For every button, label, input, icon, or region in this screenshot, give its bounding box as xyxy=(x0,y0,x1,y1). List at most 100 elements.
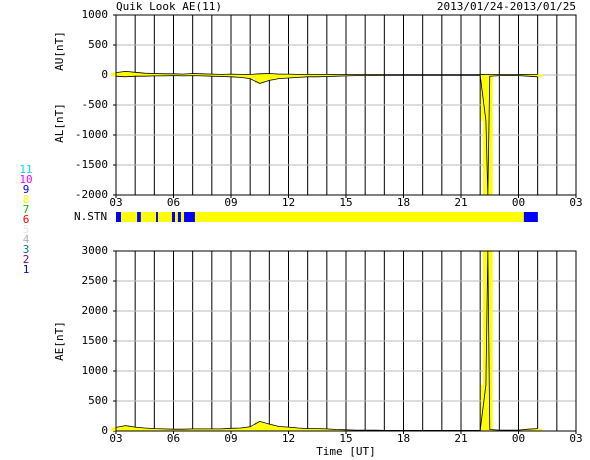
y-tick-label: -1500 xyxy=(75,158,108,171)
plot-frame xyxy=(115,14,577,196)
x-tick-label: 12 xyxy=(282,432,295,445)
area-bar xyxy=(226,75,236,77)
x-tick-label: 00 xyxy=(512,196,525,209)
area-bar xyxy=(120,425,131,431)
legend-entry: 4 xyxy=(23,233,30,246)
area-bar xyxy=(120,75,131,77)
legend-entry: 10 xyxy=(19,173,32,186)
area-bar xyxy=(283,75,294,78)
area-bar xyxy=(264,75,275,81)
area-bar xyxy=(302,75,313,77)
area-bar xyxy=(207,75,217,77)
data-line xyxy=(115,74,538,196)
area-bar xyxy=(293,428,303,431)
area-bar xyxy=(532,428,543,431)
y-axis-label: AL[nT] xyxy=(53,103,66,143)
area-bar xyxy=(235,428,246,431)
station-segment xyxy=(523,212,538,222)
area-bar xyxy=(149,73,160,75)
area-bar xyxy=(159,73,169,75)
data-line xyxy=(115,70,538,76)
area-bar xyxy=(159,428,169,431)
area-bar xyxy=(322,75,332,77)
area-bar xyxy=(322,428,332,431)
area-bar xyxy=(274,426,284,431)
x-tick-label: 15 xyxy=(339,196,352,209)
legend-entry: 7 xyxy=(23,203,30,216)
y-tick-label: 0 xyxy=(101,68,108,81)
area-bar xyxy=(139,428,150,431)
area-bar xyxy=(245,75,255,79)
y-tick-label: 1500 xyxy=(82,334,109,347)
data-line xyxy=(115,250,538,431)
area-bar xyxy=(216,75,227,77)
y-tick-label: 2500 xyxy=(82,274,109,287)
x-tick-label: 15 xyxy=(339,432,352,445)
legend-entry: 8 xyxy=(23,193,30,206)
area-bar xyxy=(187,428,198,431)
legend-entry: 5 xyxy=(23,223,30,236)
y-tick-label: 500 xyxy=(88,394,108,407)
area-bar xyxy=(197,428,208,431)
area-bar xyxy=(274,74,284,75)
x-tick-label: 18 xyxy=(397,432,410,445)
area-bar xyxy=(283,427,294,431)
area-bar xyxy=(235,75,246,78)
y-axis-label: AE[nT] xyxy=(53,321,66,361)
legend-entry: 6 xyxy=(23,213,30,226)
area-bar xyxy=(245,426,255,431)
station-segment xyxy=(137,212,141,222)
area-bar xyxy=(130,72,140,75)
legend-entry: 2 xyxy=(23,253,30,266)
x-tick-label: 03 xyxy=(569,432,582,445)
y-tick-label: 1000 xyxy=(82,364,109,377)
station-segment xyxy=(171,212,176,222)
y-tick-label: 1000 xyxy=(82,8,109,21)
area-bar xyxy=(159,75,169,76)
legend-entry: 11 xyxy=(19,163,32,176)
area-bar xyxy=(139,73,150,75)
x-tick-label: 06 xyxy=(167,196,180,209)
area-bar xyxy=(523,75,533,77)
x-tick-label: 09 xyxy=(224,196,237,209)
x-tick-label: 03 xyxy=(569,196,582,209)
area-bar xyxy=(532,75,543,77)
legend-entry: 9 xyxy=(23,183,30,196)
x-tick-label: 06 xyxy=(167,432,180,445)
area-bar xyxy=(483,75,493,195)
y-tick-label: 3000 xyxy=(82,244,109,257)
station-segment xyxy=(140,212,157,222)
area-bar xyxy=(341,75,351,76)
area-bar xyxy=(331,429,342,431)
x-tick-label: 03 xyxy=(109,432,122,445)
area-bar xyxy=(168,429,179,431)
strip-label: N.STN xyxy=(74,210,107,223)
area-bar xyxy=(130,75,140,77)
area-bar xyxy=(168,73,179,75)
y-tick-label: 2000 xyxy=(82,304,109,317)
station-segment xyxy=(180,212,185,222)
area-bar xyxy=(130,427,140,431)
area-bar xyxy=(149,428,160,431)
x-tick-label: 09 xyxy=(224,432,237,445)
chart-subtitle: 2013/01/24-2013/01/25 xyxy=(437,0,576,13)
station-segment xyxy=(184,212,195,222)
y-tick-label: -1000 xyxy=(75,128,108,141)
station-segment xyxy=(157,212,172,222)
area-bar xyxy=(274,75,284,79)
area-bar xyxy=(484,75,495,77)
plot-frame xyxy=(115,250,577,432)
station-segment xyxy=(120,212,138,222)
x-tick-label: 12 xyxy=(282,196,295,209)
station-segment xyxy=(177,212,181,222)
legend-entry: 1 xyxy=(23,263,30,276)
area-bar xyxy=(293,75,303,78)
area-bar xyxy=(264,73,275,75)
area-bar xyxy=(523,429,533,431)
area-bar xyxy=(207,428,217,431)
y-tick-label: -2000 xyxy=(75,188,108,201)
area-bar xyxy=(197,73,208,75)
area-bar xyxy=(187,73,198,75)
area-bar xyxy=(216,428,227,431)
area-bar xyxy=(139,75,150,77)
